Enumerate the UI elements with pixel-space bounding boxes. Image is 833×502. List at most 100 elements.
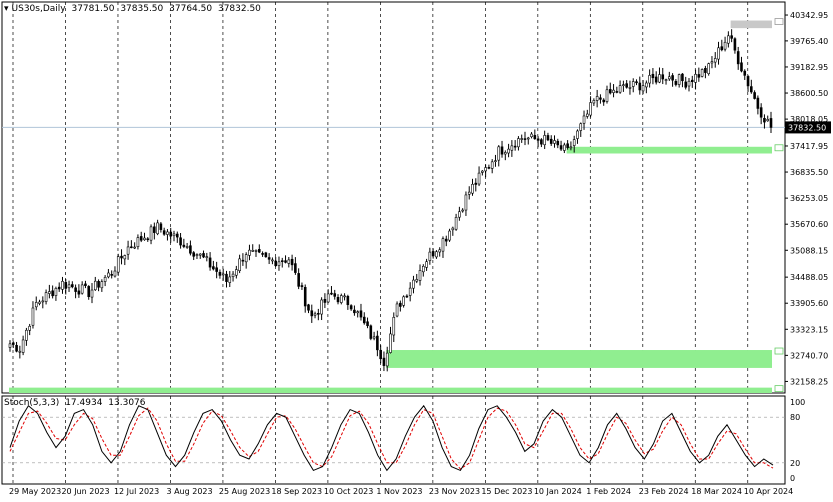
candle-body — [595, 96, 599, 101]
candle-body — [136, 237, 140, 248]
candle-body — [126, 246, 130, 255]
candle-body — [149, 226, 153, 241]
candle-body — [267, 257, 271, 260]
candle-body — [536, 138, 540, 141]
y-tick-label: 33323.15 — [790, 325, 828, 334]
candle-body — [139, 236, 143, 241]
y-tick-label: 33905.60 — [790, 299, 828, 308]
candle-body — [461, 209, 464, 212]
candle-body — [48, 291, 51, 294]
x-tick-label: 18 Mar 2024 — [691, 487, 742, 496]
candle-body — [448, 230, 451, 241]
candle-body — [41, 300, 45, 303]
y-tick-label: 39182.95 — [790, 63, 828, 72]
candle-body — [182, 244, 186, 247]
candle-body — [464, 194, 468, 211]
candle-body — [681, 73, 684, 82]
candle-body — [625, 83, 628, 88]
candle-body — [330, 292, 333, 295]
candle-body — [54, 288, 58, 296]
y-tick-label: 36835.50 — [790, 168, 828, 177]
candle-body — [690, 79, 694, 83]
candle-body — [467, 191, 471, 195]
candle-body — [504, 152, 507, 155]
price-zone — [566, 146, 772, 154]
candle-body — [67, 284, 71, 289]
candle-body — [471, 183, 474, 194]
candle-body — [648, 75, 651, 84]
candle-body — [389, 333, 392, 353]
candle-body — [563, 144, 566, 151]
candle-body — [481, 170, 484, 173]
candle-body — [566, 143, 569, 148]
candle-body — [746, 76, 750, 87]
open-value: 37781.50 — [71, 4, 115, 14]
candle-body — [61, 281, 64, 290]
candle-body — [559, 145, 563, 150]
candle-body — [415, 279, 419, 282]
candle-body — [198, 253, 202, 256]
y-tick-label: 35670.60 — [790, 220, 828, 229]
candle-body — [490, 161, 494, 169]
zone-handle — [774, 144, 784, 152]
x-tick-label: 18 Sep 2023 — [271, 487, 322, 496]
candle-body — [359, 310, 363, 318]
candle-body — [661, 74, 665, 80]
candle-body — [477, 172, 481, 185]
candle-body — [402, 296, 405, 306]
candle-body — [605, 89, 609, 102]
candle-body — [615, 91, 619, 93]
candle-body — [326, 293, 330, 303]
x-tick-label: 20 Jun 2023 — [61, 487, 109, 496]
candle-body — [376, 335, 379, 351]
candle-body — [674, 81, 678, 85]
candle-body — [736, 51, 740, 65]
candle-body — [385, 352, 389, 367]
candle-body — [87, 286, 91, 297]
candle-body — [418, 270, 422, 281]
candle-body — [586, 113, 589, 117]
candle-body — [38, 301, 41, 304]
candle-body — [713, 58, 717, 63]
candle-body — [218, 271, 222, 276]
candle-body — [628, 87, 632, 89]
candle-body — [346, 295, 350, 306]
candle-body — [261, 253, 264, 255]
candle-body — [743, 70, 747, 76]
y-tick-label: 35088.15 — [790, 246, 828, 255]
candle-body — [254, 250, 258, 252]
y-tick-label: 39765.40 — [790, 37, 828, 46]
candle-body — [599, 97, 602, 100]
indicator-k-value: 17.4934 — [65, 398, 103, 408]
candle-body — [533, 135, 537, 140]
candle-body — [523, 138, 527, 140]
candle-body — [438, 249, 442, 253]
candle-body — [310, 310, 314, 317]
candle-body — [90, 289, 94, 298]
indicator-d-value: 13.3076 — [108, 398, 146, 408]
candle-body — [530, 133, 533, 138]
candle-body — [694, 73, 697, 83]
candle-body — [84, 283, 87, 286]
candle-body — [215, 267, 218, 272]
x-tick-label: 10 Oct 2023 — [324, 487, 373, 496]
candle-body — [654, 76, 658, 83]
candle-body — [248, 249, 251, 256]
candle-body — [677, 74, 681, 85]
candle-body — [110, 274, 113, 276]
candle-body — [175, 233, 179, 238]
x-tick-label: 1 Feb 2024 — [586, 487, 631, 496]
candle-body — [64, 282, 68, 289]
candle-body — [582, 115, 586, 124]
candle-body — [228, 276, 232, 283]
zone-handle — [774, 385, 784, 393]
candle-body — [159, 223, 163, 230]
candle-body — [280, 260, 284, 262]
candle-body — [93, 280, 97, 291]
candle-body — [277, 261, 281, 266]
candle-body — [549, 138, 553, 144]
candle-body — [553, 140, 556, 144]
indicator-name: Stoch(5,3,3) — [4, 398, 60, 408]
candle-body — [353, 309, 356, 314]
candle-body — [225, 273, 228, 282]
